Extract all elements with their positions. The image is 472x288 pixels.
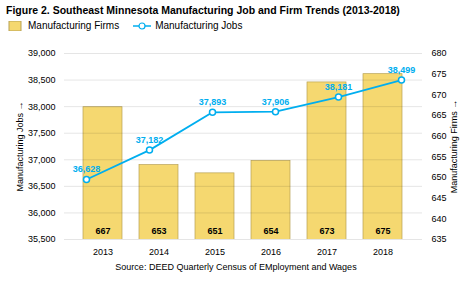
svg-text:675: 675 bbox=[432, 69, 447, 79]
svg-text:36,000: 36,000 bbox=[28, 208, 56, 218]
svg-text:667: 667 bbox=[95, 226, 110, 236]
svg-text:38,499: 38,499 bbox=[388, 65, 416, 75]
svg-text:655: 655 bbox=[432, 152, 447, 162]
svg-text:35,500: 35,500 bbox=[28, 234, 56, 244]
svg-text:645: 645 bbox=[432, 193, 447, 203]
svg-text:37,906: 37,906 bbox=[262, 97, 290, 107]
svg-text:665: 665 bbox=[432, 110, 447, 120]
svg-text:675: 675 bbox=[375, 226, 390, 236]
svg-text:38,500: 38,500 bbox=[28, 75, 56, 85]
svg-text:654: 654 bbox=[263, 226, 278, 236]
svg-text:2013: 2013 bbox=[93, 247, 113, 257]
svg-text:37,500: 37,500 bbox=[28, 128, 56, 138]
html-text:Source: DEED Quarterly Census: Source: DEED Quarterly Census of EMploym… bbox=[115, 262, 357, 272]
svg-text:650: 650 bbox=[432, 172, 447, 182]
svg-text:37,000: 37,000 bbox=[28, 155, 56, 165]
svg-text:635: 635 bbox=[432, 234, 447, 244]
svg-text:670: 670 bbox=[432, 90, 447, 100]
svg-text:2017: 2017 bbox=[317, 247, 337, 257]
svg-text:2015: 2015 bbox=[205, 247, 225, 257]
svg-text:38,181: 38,181 bbox=[325, 82, 353, 92]
svg-text:Manufacturing Jobs →: Manufacturing Jobs → bbox=[15, 101, 25, 191]
svg-text:2016: 2016 bbox=[261, 247, 281, 257]
svg-text:2018: 2018 bbox=[373, 247, 393, 257]
svg-text:680: 680 bbox=[432, 48, 447, 58]
svg-text:653: 653 bbox=[151, 226, 166, 236]
svg-text:37,182: 37,182 bbox=[136, 135, 164, 145]
svg-text:37,893: 37,893 bbox=[199, 97, 227, 107]
svg-text:660: 660 bbox=[432, 131, 447, 141]
svg-text:Manufacturing Firms →: Manufacturing Firms → bbox=[449, 100, 459, 194]
svg-text:2014: 2014 bbox=[149, 247, 169, 257]
svg-text:673: 673 bbox=[319, 226, 334, 236]
html-text:Manufacturing Firms: Manufacturing Firms bbox=[28, 20, 120, 31]
svg-text:39,000: 39,000 bbox=[28, 48, 56, 58]
svg-text:36,500: 36,500 bbox=[28, 181, 56, 191]
html-text:Manufacturing Jobs: Manufacturing Jobs bbox=[155, 20, 243, 31]
svg-text:38,000: 38,000 bbox=[28, 102, 56, 112]
svg-text:36,628: 36,628 bbox=[73, 164, 101, 174]
html-text:Figure 2. Southeast Minnesota: Figure 2. Southeast Minnesota Manufactur… bbox=[6, 4, 400, 16]
svg-text:640: 640 bbox=[432, 214, 447, 224]
svg-text:651: 651 bbox=[207, 226, 222, 236]
